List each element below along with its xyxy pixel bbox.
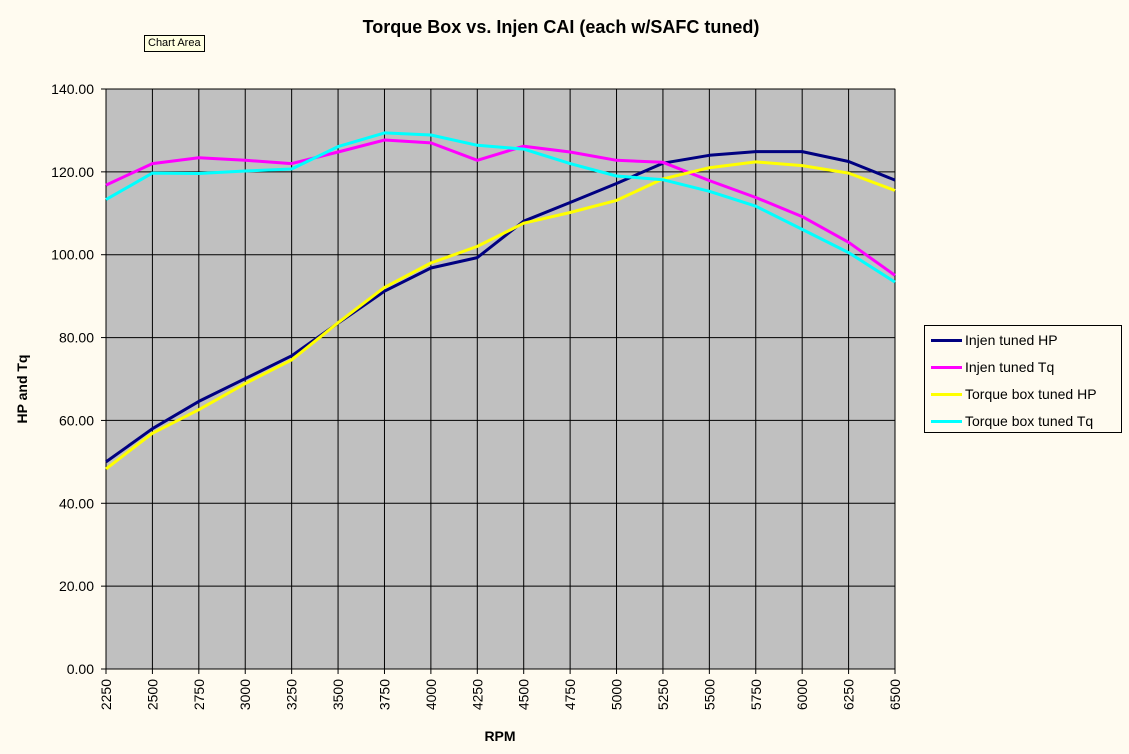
legend-item[interactable]: Injen tuned HP <box>925 330 1121 357</box>
x-tick-label: 4500 <box>516 679 532 710</box>
y-tick-label: 140.00 <box>51 81 94 97</box>
x-tick-label: 2750 <box>191 679 207 710</box>
y-tick-label: 80.00 <box>59 330 94 346</box>
x-tick-label: 3750 <box>376 679 392 710</box>
chart-title: Torque Box vs. Injen CAI (each w/SAFC tu… <box>363 17 760 37</box>
x-tick-label: 3250 <box>284 679 300 710</box>
series-line-torque-box-tuned-hp <box>105 160 896 471</box>
x-tick-label: 5250 <box>655 679 671 710</box>
legend-swatch <box>931 420 962 423</box>
x-tick-label: 2250 <box>98 679 114 710</box>
x-tick-label: 4750 <box>562 679 578 710</box>
legend-label: Torque box tuned Tq <box>965 413 1094 429</box>
x-tick-label: 4000 <box>423 679 439 710</box>
y-axis-label: HP and Tq <box>14 355 30 424</box>
y-tick-label: 100.00 <box>51 247 94 263</box>
series-lines <box>105 131 896 471</box>
y-tick-label: 60.00 <box>59 412 94 428</box>
y-tick-label: 40.00 <box>59 495 94 511</box>
x-tick-label: 6000 <box>794 679 810 710</box>
y-tick-labels: 0.00 20.00 40.00 60.00 80.00 100.00 120.00 140.… <box>51 81 106 677</box>
x-tick-label: 2500 <box>144 679 160 710</box>
x-tick-label: 3000 <box>237 679 253 710</box>
y-tick-label: 0.00 <box>67 661 94 677</box>
series-line-injen-tuned-hp <box>105 150 896 464</box>
x-tick-label: 5500 <box>701 679 717 710</box>
legend-item[interactable]: Injen tuned Tq <box>925 357 1121 384</box>
x-tick-label: 3500 <box>330 679 346 710</box>
legend-swatch <box>931 393 962 396</box>
legend[interactable]: Injen tuned HP Injen tuned Tq Torque box t… <box>924 325 1122 433</box>
legend-swatch <box>931 339 962 342</box>
x-tick-label: 5000 <box>609 679 625 710</box>
legend-swatch <box>931 366 962 369</box>
legend-item[interactable]: Torque box tuned HP <box>925 384 1121 411</box>
series-line-torque-box-tuned-tq <box>105 131 896 284</box>
plot-area <box>105 88 896 670</box>
x-tick-labels: 2250 2500 2750 3000 3250 3500 3750 4000 4250 4500… <box>98 669 903 710</box>
x-tick-label: 6500 <box>887 679 903 710</box>
x-axis-label: RPM <box>484 728 515 744</box>
legend-label: Injen tuned HP <box>965 332 1058 348</box>
series-line-injen-tuned-tq <box>105 138 896 277</box>
legend-label: Injen tuned Tq <box>965 359 1055 375</box>
legend-label: Torque box tuned HP <box>965 386 1097 402</box>
x-tick-label: 4250 <box>469 679 485 710</box>
chart-area-tooltip: Chart Area <box>144 35 205 52</box>
y-tick-label: 20.00 <box>59 578 94 594</box>
x-tick-label: 6250 <box>841 679 857 710</box>
x-tick-label: 5750 <box>748 679 764 710</box>
y-tick-label: 120.00 <box>51 164 94 180</box>
legend-item[interactable]: Torque box tuned Tq <box>925 411 1121 438</box>
